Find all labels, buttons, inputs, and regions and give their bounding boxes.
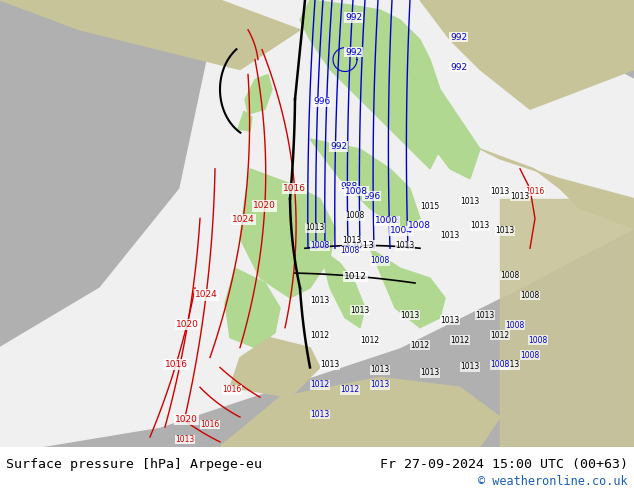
Text: 1008: 1008	[520, 350, 540, 360]
Text: 1004: 1004	[390, 226, 413, 235]
Polygon shape	[300, 0, 450, 169]
Text: 1013: 1013	[460, 196, 479, 206]
Text: 1008: 1008	[528, 336, 547, 344]
Polygon shape	[370, 248, 445, 328]
Text: 1000: 1000	[375, 217, 398, 225]
Text: 1012: 1012	[340, 385, 359, 394]
Polygon shape	[240, 169, 335, 298]
Text: 1020: 1020	[175, 415, 198, 424]
Text: 1013: 1013	[305, 223, 324, 232]
Text: 992: 992	[345, 13, 362, 22]
Text: 1012: 1012	[344, 272, 367, 281]
Text: 996: 996	[363, 192, 380, 200]
Text: 1008: 1008	[310, 241, 329, 250]
Text: 1013: 1013	[310, 410, 329, 419]
Polygon shape	[230, 338, 320, 397]
Text: 1008: 1008	[345, 187, 368, 196]
Polygon shape	[225, 268, 280, 347]
Polygon shape	[0, 0, 634, 447]
Text: 1013: 1013	[352, 241, 375, 250]
Text: 1013: 1013	[510, 192, 529, 200]
Text: 1013: 1013	[320, 361, 339, 369]
Text: 1008: 1008	[505, 321, 524, 330]
Text: 1013: 1013	[495, 226, 514, 235]
Polygon shape	[238, 111, 252, 131]
Polygon shape	[220, 377, 500, 447]
Text: Surface pressure [hPa] Arpege-eu: Surface pressure [hPa] Arpege-eu	[6, 458, 262, 471]
Polygon shape	[400, 70, 480, 179]
Text: 1013: 1013	[460, 363, 479, 371]
Text: 1013: 1013	[400, 311, 419, 320]
Text: 1012: 1012	[450, 336, 469, 344]
Text: 1013: 1013	[395, 241, 414, 250]
Text: 1008: 1008	[340, 246, 359, 255]
Text: 992: 992	[450, 63, 467, 72]
Text: 1013: 1013	[440, 316, 459, 325]
Text: 992: 992	[450, 33, 467, 42]
Text: 1013: 1013	[350, 306, 369, 315]
Text: 1016: 1016	[222, 385, 242, 394]
Text: 1008: 1008	[490, 361, 509, 369]
Text: 1013: 1013	[342, 236, 361, 245]
Text: 1013: 1013	[475, 311, 495, 320]
Text: 1012: 1012	[310, 380, 329, 389]
Text: 1012: 1012	[360, 336, 379, 344]
Text: 996: 996	[313, 98, 330, 106]
Text: 1016: 1016	[283, 184, 306, 193]
Text: 1024: 1024	[231, 215, 254, 224]
Text: © weatheronline.co.uk: © weatheronline.co.uk	[478, 475, 628, 488]
Text: 1013: 1013	[370, 380, 389, 389]
Polygon shape	[480, 149, 634, 228]
Text: 1016: 1016	[164, 360, 188, 369]
Text: 1008: 1008	[500, 271, 519, 280]
Text: 988: 988	[340, 182, 357, 191]
Polygon shape	[0, 0, 634, 447]
Text: 1013: 1013	[440, 231, 459, 240]
Polygon shape	[0, 0, 300, 70]
Text: 1012: 1012	[490, 331, 509, 340]
Text: 1013: 1013	[490, 187, 509, 196]
Text: 1013: 1013	[310, 296, 329, 305]
Text: 1008: 1008	[520, 291, 540, 300]
Text: 1008: 1008	[408, 221, 431, 230]
Text: 1016: 1016	[200, 420, 219, 429]
Text: 1020: 1020	[254, 201, 276, 210]
Text: 1008: 1008	[370, 256, 389, 265]
Text: 1013: 1013	[500, 361, 519, 369]
Text: 1008: 1008	[345, 212, 365, 220]
Text: 1008: 1008	[380, 217, 399, 225]
Polygon shape	[310, 139, 420, 228]
Text: 1020: 1020	[176, 320, 199, 329]
Text: 1016: 1016	[525, 187, 544, 196]
Text: 992: 992	[345, 48, 362, 57]
Text: 1013: 1013	[470, 221, 489, 230]
Text: Fr 27-09-2024 15:00 UTC (00+63): Fr 27-09-2024 15:00 UTC (00+63)	[380, 458, 628, 471]
Text: 1012: 1012	[310, 331, 329, 340]
Text: 1013: 1013	[420, 368, 439, 377]
Text: 1013: 1013	[370, 366, 389, 374]
Text: 1024: 1024	[195, 291, 217, 299]
Text: 1015: 1015	[420, 201, 439, 211]
Polygon shape	[320, 248, 365, 328]
Polygon shape	[245, 74, 272, 114]
Polygon shape	[420, 0, 634, 109]
Text: 1012: 1012	[410, 341, 429, 349]
Polygon shape	[500, 198, 634, 447]
Text: 1013: 1013	[175, 435, 194, 444]
Text: 992: 992	[330, 142, 347, 151]
